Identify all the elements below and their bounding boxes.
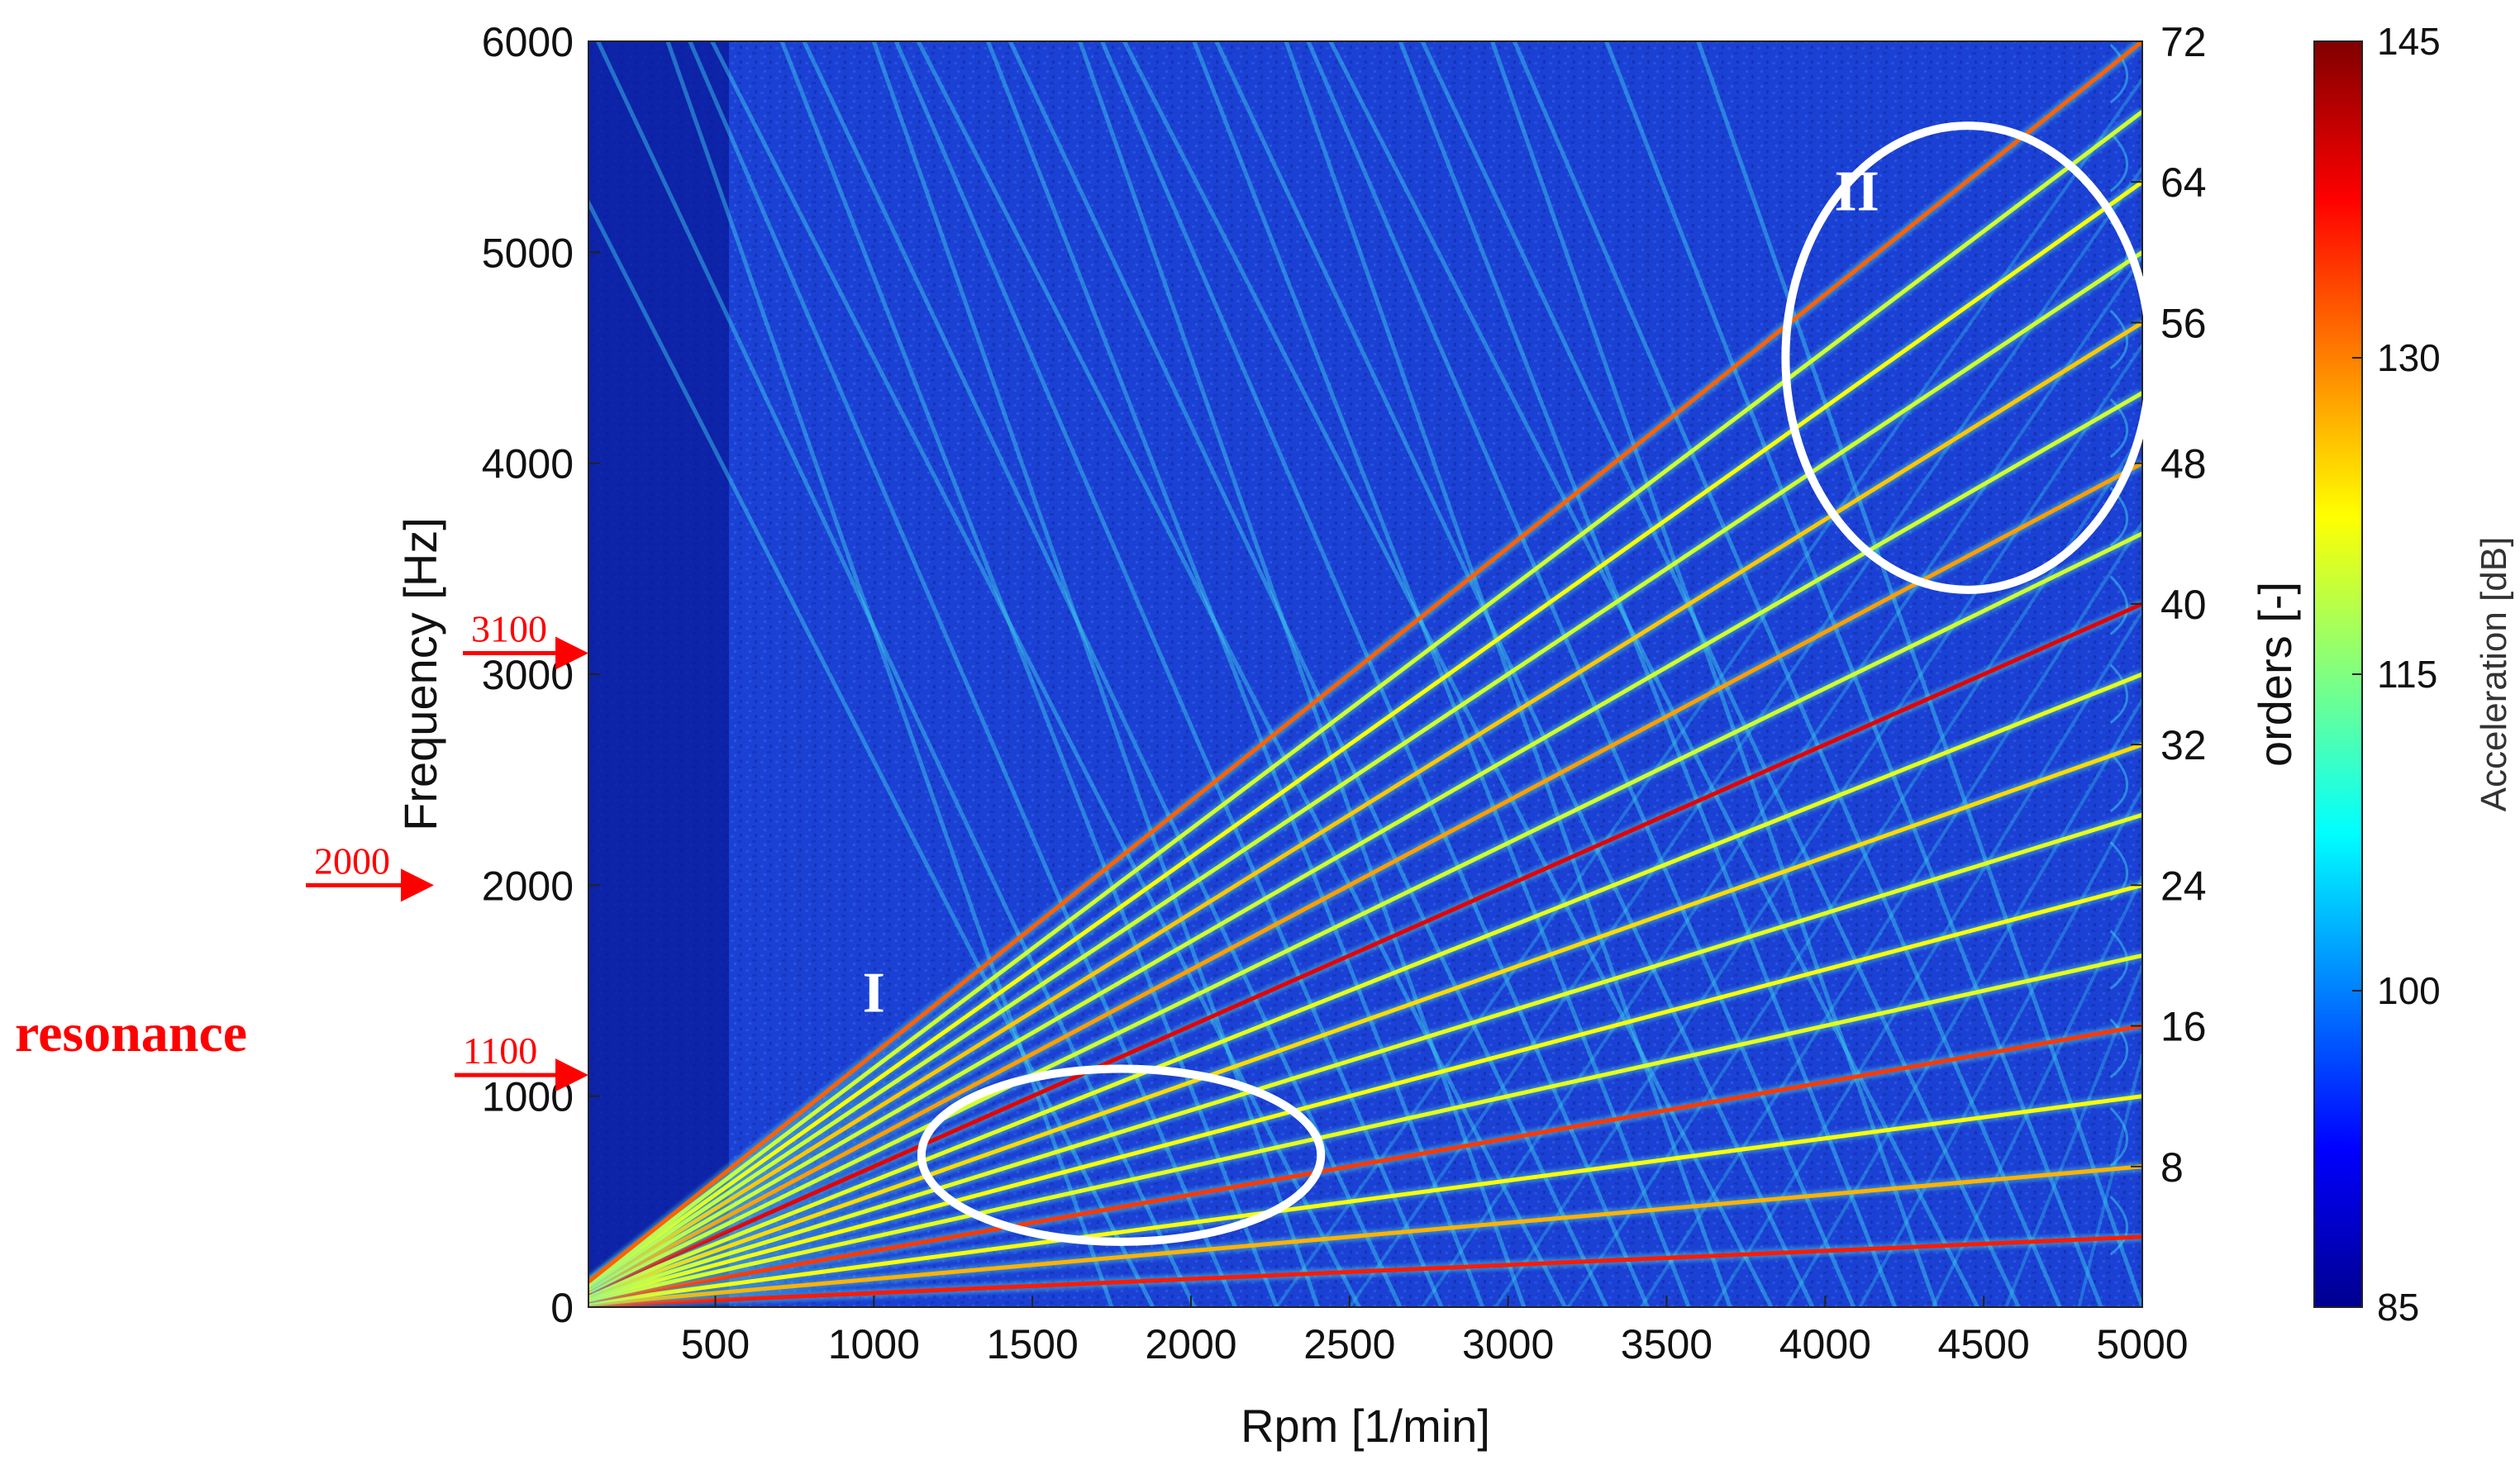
x-axis-label: Rpm [1/min] xyxy=(1241,1400,1490,1452)
annotation-label: 3100 xyxy=(471,607,547,649)
y-axis-label: Frequency [Hz] xyxy=(394,517,446,831)
region-ellipse xyxy=(917,1064,1326,1246)
resonance-label: resonance xyxy=(15,1003,247,1063)
annotation-arrow-head xyxy=(555,636,588,670)
x-tick-label: 4000 xyxy=(1779,1321,1871,1367)
rising-ridge xyxy=(1640,521,2142,1307)
falling-ridge xyxy=(1078,41,1527,1307)
falling-ridge xyxy=(1512,41,2062,1307)
highlighted-regions: III xyxy=(863,121,2155,1246)
order-line xyxy=(588,602,2142,1296)
falling-ridge xyxy=(1696,41,2142,1307)
order-line xyxy=(588,672,2142,1297)
edge-curl xyxy=(2109,1106,2129,1168)
annotation-arrow-head xyxy=(555,1058,588,1092)
x-tick-label: 3000 xyxy=(1462,1321,1554,1367)
edge-curl xyxy=(2109,43,2129,104)
rising-ridge xyxy=(2004,964,2142,1307)
rising-ridge xyxy=(1348,167,2142,1307)
order-line xyxy=(588,1094,2142,1305)
falling-ridge xyxy=(1100,41,1650,1307)
region-label: II xyxy=(1834,159,1879,223)
edge-curl xyxy=(2109,663,2129,724)
x-tick-label: 2000 xyxy=(1145,1321,1236,1367)
order-line xyxy=(588,110,2142,1286)
colorbar-tick-label: 115 xyxy=(2377,653,2437,696)
y2-tick-label: 8 xyxy=(2160,1144,2184,1191)
edge-curl xyxy=(2109,752,2129,813)
colorbar-ticks: 85 100 115 130 145 xyxy=(2352,20,2441,1329)
order-line xyxy=(588,180,2142,1286)
falling-ridge xyxy=(986,41,1485,1307)
y2-axis-ticks: 8 16 24 32 40 48 56 64 72 xyxy=(2131,19,2207,1191)
falling-ridge xyxy=(779,41,1279,1307)
falling-ridge xyxy=(916,41,1567,1307)
order-line xyxy=(588,531,2142,1294)
y-tick-label: 4000 xyxy=(482,441,574,487)
region-label: I xyxy=(863,962,885,1025)
rising-ridge xyxy=(1785,698,2142,1307)
y2-tick-label: 48 xyxy=(2160,441,2207,487)
y2-axis-label: orders [-] xyxy=(2249,582,2301,767)
x-axis-ticks: 500 1000 1500 2000 2500 3000 3500 4000 4500 5000 xyxy=(681,1296,2189,1367)
region-ellipse xyxy=(1781,121,2155,594)
colorbar-tick-label: 100 xyxy=(2377,969,2441,1012)
y-tick-label: 0 xyxy=(550,1285,574,1331)
x-tick-label: 5000 xyxy=(2096,1321,2188,1367)
y2-tick-label: 24 xyxy=(2160,863,2207,909)
rising-ridge xyxy=(1931,876,2142,1307)
low-rpm-dark-band xyxy=(588,41,729,1307)
rising-ridge xyxy=(1493,344,2142,1307)
rising-ridge xyxy=(1713,610,2142,1307)
order-lines xyxy=(588,41,2142,1307)
colorbar-tick-label: 85 xyxy=(2377,1286,2419,1329)
y2-tick-label: 16 xyxy=(2160,1004,2207,1050)
order-line xyxy=(588,1234,2142,1307)
x-tick-label: 3500 xyxy=(1621,1321,1713,1367)
order-line xyxy=(588,882,2142,1301)
y-tick-label: 2000 xyxy=(482,863,574,909)
y2-tick-label: 32 xyxy=(2160,722,2207,768)
order-line xyxy=(588,1024,2142,1304)
falling-ridge xyxy=(588,197,1155,1307)
resonance-annotations: 3100 2000 1100 xyxy=(306,607,588,1092)
edge-curl xyxy=(2109,132,2129,193)
order-line xyxy=(588,812,2142,1300)
falling-ridge xyxy=(802,41,1403,1307)
order-line xyxy=(588,391,2142,1291)
order-line xyxy=(588,954,2142,1302)
order-line xyxy=(588,461,2142,1292)
annotation-arrow-head xyxy=(401,868,434,902)
falling-ridge xyxy=(1420,41,2021,1307)
colorbar-label: Acceleration [dB] xyxy=(2474,537,2514,812)
y2-tick-label: 40 xyxy=(2160,582,2207,628)
order-line xyxy=(588,250,2142,1288)
x-tick-label: 500 xyxy=(681,1321,750,1367)
y2-tick-label: 64 xyxy=(2160,159,2207,206)
edge-curl xyxy=(2109,1196,2129,1256)
order-line xyxy=(588,41,2142,1284)
x-tick-label: 1500 xyxy=(987,1321,1079,1367)
colorbar-tick-label: 145 xyxy=(2377,20,2441,63)
edge-curl xyxy=(2109,309,2129,369)
falling-ridge xyxy=(1490,41,1938,1307)
x-tick-label: 4500 xyxy=(1938,1321,2030,1367)
y2-tick-label: 72 xyxy=(2160,19,2207,65)
y-tick-label: 5000 xyxy=(482,230,574,276)
annotation-label: 1100 xyxy=(463,1030,537,1072)
colorbar-tick-label: 130 xyxy=(2377,336,2441,379)
order-line xyxy=(588,321,2142,1290)
y2-tick-label: 56 xyxy=(2160,300,2207,346)
order-line xyxy=(588,1164,2142,1307)
x-tick-label: 2500 xyxy=(1303,1321,1395,1367)
annotation-label: 2000 xyxy=(314,839,390,882)
order-line xyxy=(588,742,2142,1298)
x-tick-label: 1000 xyxy=(828,1321,920,1367)
y-tick-label: 6000 xyxy=(482,19,574,65)
